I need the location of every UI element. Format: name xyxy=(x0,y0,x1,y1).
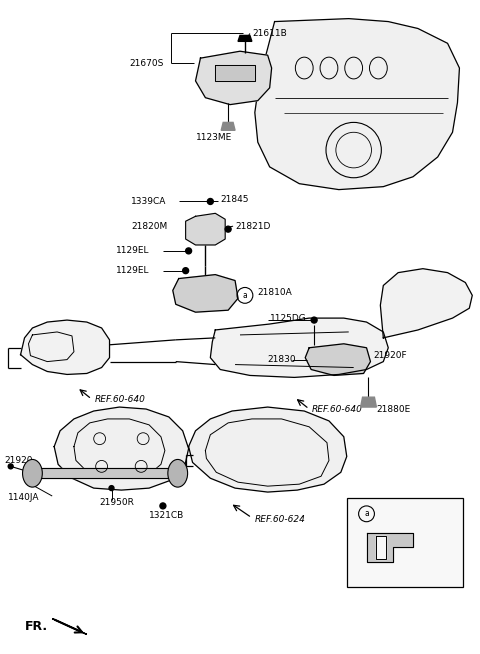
Polygon shape xyxy=(305,344,371,375)
Text: FR.: FR. xyxy=(24,620,48,633)
Text: REF.60-640: REF.60-640 xyxy=(95,394,145,404)
Circle shape xyxy=(160,503,166,509)
Polygon shape xyxy=(189,407,347,492)
Text: 21820M: 21820M xyxy=(131,222,168,231)
Text: 1321CB: 1321CB xyxy=(149,511,184,521)
Circle shape xyxy=(8,464,13,469)
Polygon shape xyxy=(195,51,272,105)
Polygon shape xyxy=(238,35,252,41)
Circle shape xyxy=(225,226,231,232)
Text: 1125DG: 1125DG xyxy=(270,314,306,322)
Circle shape xyxy=(109,486,114,490)
Text: REF.60-640: REF.60-640 xyxy=(312,405,363,413)
Polygon shape xyxy=(54,407,189,490)
Polygon shape xyxy=(24,468,186,478)
Polygon shape xyxy=(255,18,459,190)
Polygon shape xyxy=(186,213,225,245)
Text: 21920F: 21920F xyxy=(373,351,407,360)
Text: 21845: 21845 xyxy=(220,195,249,204)
Circle shape xyxy=(207,199,213,205)
Circle shape xyxy=(186,248,192,254)
Bar xyxy=(347,498,463,587)
Text: 1129EL: 1129EL xyxy=(117,266,150,275)
Text: 21950R: 21950R xyxy=(100,498,134,508)
Polygon shape xyxy=(216,65,255,81)
Polygon shape xyxy=(360,397,376,407)
Polygon shape xyxy=(376,536,386,559)
Text: 21810A: 21810A xyxy=(258,288,292,297)
Text: 21830: 21830 xyxy=(268,355,296,364)
Polygon shape xyxy=(21,320,109,375)
Polygon shape xyxy=(380,269,472,338)
Text: REF.60-624: REF.60-624 xyxy=(255,515,306,525)
Text: 21611B: 21611B xyxy=(252,29,287,38)
Circle shape xyxy=(183,267,189,273)
Text: a: a xyxy=(242,291,247,300)
Text: 1123ME: 1123ME xyxy=(195,133,232,142)
Text: 21821D: 21821D xyxy=(235,222,270,231)
Text: 21819B: 21819B xyxy=(380,508,415,517)
Text: 21670S: 21670S xyxy=(129,59,164,67)
Text: 1339CA: 1339CA xyxy=(131,197,167,206)
Text: 1129EL: 1129EL xyxy=(117,247,150,256)
Text: a: a xyxy=(364,509,369,519)
Polygon shape xyxy=(367,532,413,562)
Text: 1140JA: 1140JA xyxy=(8,494,39,502)
Polygon shape xyxy=(52,619,87,634)
Text: 21920: 21920 xyxy=(5,456,33,465)
Polygon shape xyxy=(221,122,235,130)
Polygon shape xyxy=(210,318,388,377)
Circle shape xyxy=(311,317,317,323)
Polygon shape xyxy=(173,275,238,312)
Ellipse shape xyxy=(23,460,42,487)
Text: 21880E: 21880E xyxy=(376,405,411,413)
Ellipse shape xyxy=(168,460,188,487)
